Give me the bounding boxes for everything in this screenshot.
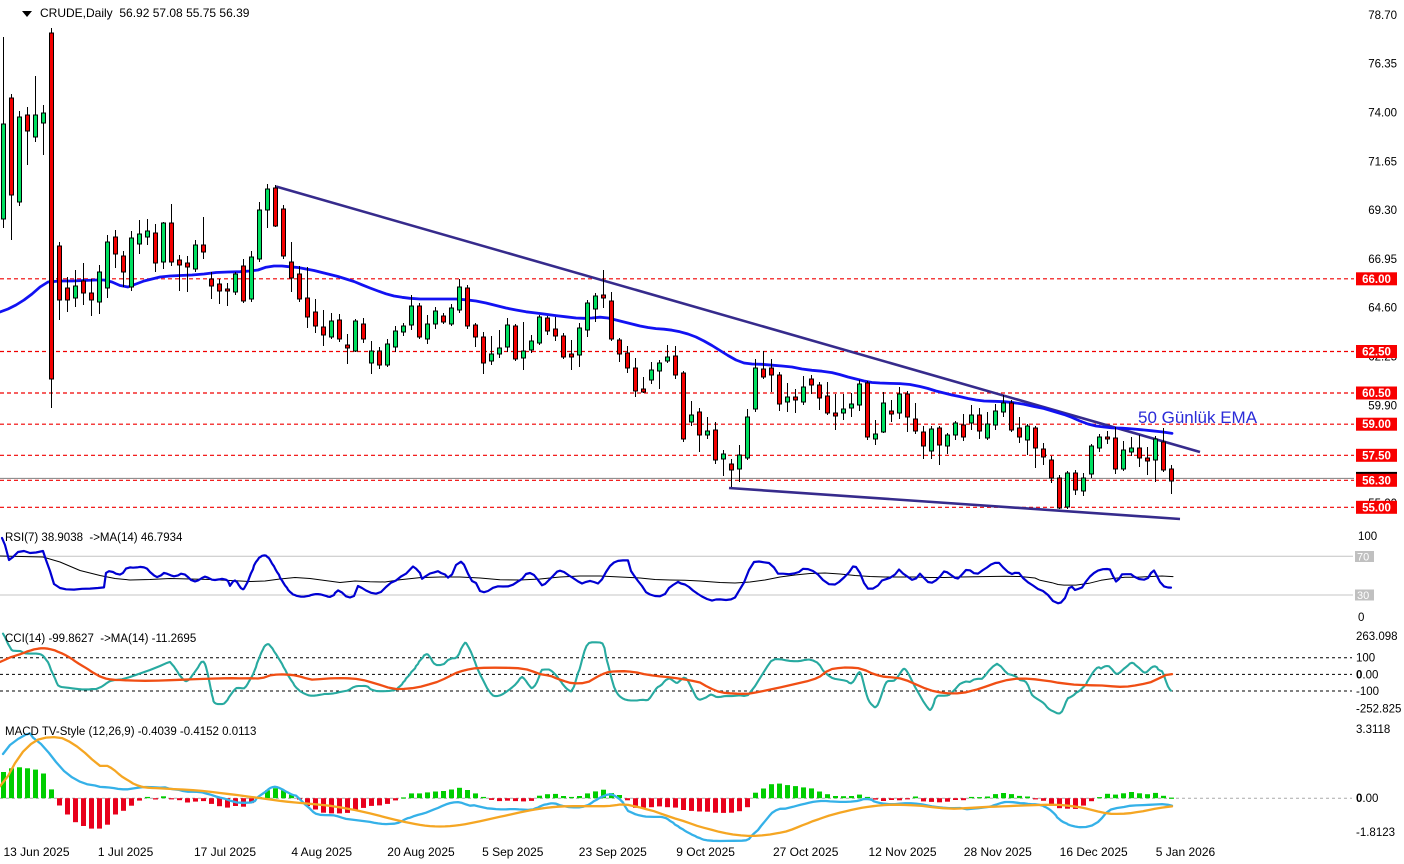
svg-text:76.35: 76.35 [1368,59,1397,71]
svg-text:1 Jul 2025: 1 Jul 2025 [98,845,154,859]
svg-text:57.50: 57.50 [1362,450,1391,462]
svg-text:4 Aug 2025: 4 Aug 2025 [291,845,352,859]
svg-text:5 Jan 2026: 5 Jan 2026 [1156,845,1216,859]
svg-text:55.00: 55.00 [1362,502,1391,514]
svg-text:20 Aug 2025: 20 Aug 2025 [387,845,455,859]
svg-text:0: 0 [1358,612,1364,624]
svg-text:23 Sep 2025: 23 Sep 2025 [579,845,647,859]
svg-text:5 Sep 2025: 5 Sep 2025 [482,845,544,859]
svg-text:17 Jul 2025: 17 Jul 2025 [194,845,256,859]
svg-text:69.30: 69.30 [1368,205,1397,217]
svg-text:59.90: 59.90 [1368,400,1397,412]
svg-text:263.098: 263.098 [1356,631,1398,643]
svg-text:70: 70 [1357,552,1369,564]
svg-text:78.70: 78.70 [1368,10,1397,22]
svg-text:12 Nov 2025: 12 Nov 2025 [868,845,936,859]
svg-text:0.00: 0.00 [1356,669,1378,681]
svg-text:13 Jun 2025: 13 Jun 2025 [3,845,69,859]
svg-text:59.00: 59.00 [1362,419,1391,431]
svg-text:28 Nov 2025: 28 Nov 2025 [964,845,1032,859]
svg-text:50 Günlük EMA: 50 Günlük EMA [1138,408,1258,427]
svg-text:71.65: 71.65 [1368,156,1397,168]
svg-text:16 Dec 2025: 16 Dec 2025 [1060,845,1128,859]
svg-text:0.00: 0.00 [1356,793,1378,805]
svg-text:27 Oct 2025: 27 Oct 2025 [773,845,839,859]
svg-text:CCI(14) -99.8627 ->MA(14) -11: CCI(14) -99.8627 ->MA(14) -11.2695 [5,633,196,645]
svg-text:-100: -100 [1356,686,1379,698]
svg-text:3.3118: 3.3118 [1356,724,1390,736]
svg-text:MACD TV-Style (12,26,9) -0.403: MACD TV-Style (12,26,9) -0.4039 -0.4152 … [5,726,256,738]
svg-text:-1.8123: -1.8123 [1356,827,1395,839]
svg-text:30: 30 [1357,590,1369,602]
svg-text:62.50: 62.50 [1362,347,1391,359]
svg-text:-252.825: -252.825 [1356,704,1401,716]
svg-text:CRUDE,Daily 56.92 57.08 55.75: CRUDE,Daily 56.92 57.08 55.75 56.39 [40,6,250,20]
svg-text:100: 100 [1356,653,1375,665]
svg-text:74.00: 74.00 [1368,108,1397,120]
svg-text:56.30: 56.30 [1362,475,1391,487]
svg-text:9 Oct 2025: 9 Oct 2025 [676,845,735,859]
svg-text:66.95: 66.95 [1368,254,1397,266]
svg-text:66.00: 66.00 [1362,274,1391,286]
svg-text:RSI(7) 38.9038 ->MA(14) 46.79: RSI(7) 38.9038 ->MA(14) 46.7934 [5,532,183,544]
svg-text:60.50: 60.50 [1362,388,1391,400]
svg-text:64.60: 64.60 [1368,303,1397,315]
svg-text:100: 100 [1358,531,1377,543]
